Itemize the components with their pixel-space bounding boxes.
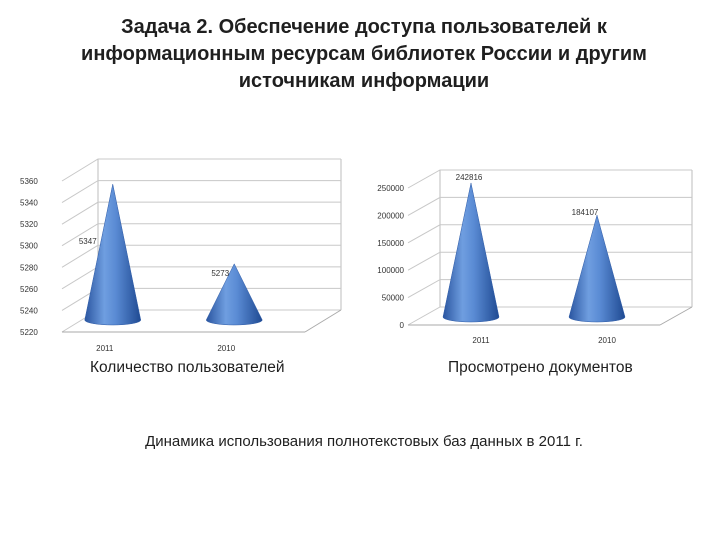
slide-title: Задача 2. Обеспечение доступа пользовате… bbox=[81, 16, 647, 92]
floor-right-edge bbox=[304, 309, 342, 333]
data-label: 242816 bbox=[456, 173, 483, 182]
bar-cone-body bbox=[205, 263, 263, 326]
bar-cone bbox=[442, 182, 500, 323]
gridline bbox=[407, 224, 692, 244]
chart-documents-caption: Просмотрено документов bbox=[448, 359, 633, 376]
gridline bbox=[61, 223, 341, 247]
bar-cone-body bbox=[568, 214, 626, 323]
gridline bbox=[61, 158, 341, 182]
x-tick-label: 2010 bbox=[598, 336, 616, 345]
gridline bbox=[407, 169, 692, 189]
y-tick-label: 5340 bbox=[20, 199, 38, 208]
y-tick-label: 100000 bbox=[377, 266, 404, 275]
data-label: 5273 bbox=[211, 269, 229, 278]
gridline bbox=[61, 244, 341, 268]
x-tick-label: 2010 bbox=[217, 344, 235, 353]
y-tick-label: 5240 bbox=[20, 306, 38, 315]
y-tick-label: 200000 bbox=[377, 211, 404, 220]
y-tick-label: 5220 bbox=[20, 328, 38, 337]
bar-cone bbox=[568, 214, 626, 323]
gridline bbox=[407, 251, 692, 271]
bar-cone bbox=[84, 183, 142, 326]
gridline bbox=[61, 180, 341, 203]
bar-cone bbox=[205, 263, 263, 326]
x-tick-label: 2011 bbox=[96, 344, 114, 353]
chart-documents-svg: 0 50000 100000 150000 200000 250000 2011 242816… bbox=[377, 169, 693, 345]
x-tick-label: 2011 bbox=[472, 336, 490, 345]
y-tick-label: 5300 bbox=[20, 242, 38, 251]
floor-right-edge bbox=[659, 306, 693, 326]
y-tick-label: 5280 bbox=[20, 263, 38, 272]
y-tick-label: 0 bbox=[400, 321, 405, 330]
bar-cone-body bbox=[84, 183, 142, 326]
y-tick-label: 150000 bbox=[377, 239, 404, 248]
data-label: 5347 bbox=[79, 237, 97, 246]
footnote: Динамика использования полнотекстовых ба… bbox=[145, 433, 583, 450]
gridline bbox=[61, 201, 341, 225]
y-tick-label: 5360 bbox=[20, 177, 38, 186]
chart-users-svg: 5220 5240 5260 5280 5300 5320 5340 5360 2011 5347… bbox=[20, 158, 342, 353]
gridline bbox=[407, 196, 692, 216]
chart-users-caption: Количество пользователей bbox=[90, 359, 285, 376]
bar-cone-body bbox=[442, 182, 500, 323]
chart-documents: 0 50000 100000 150000 200000 250000 2011 242816… bbox=[360, 160, 710, 355]
y-tick-label: 5320 bbox=[20, 220, 38, 229]
y-tick-label: 5260 bbox=[20, 285, 38, 294]
y-tick-label: 250000 bbox=[377, 184, 404, 193]
data-label: 184107 bbox=[572, 208, 599, 217]
chart-users: 5220 5240 5260 5280 5300 5320 5340 5360 2011 5347… bbox=[20, 145, 350, 360]
y-tick-label: 50000 bbox=[382, 294, 405, 303]
